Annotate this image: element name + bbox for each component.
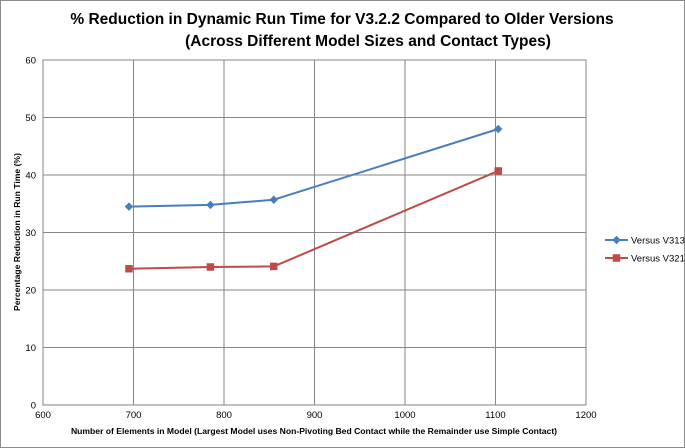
tick-labels: 600 700 800 900 1000 1100 1200 0 10 20 30 40 50 60 [25,56,596,422]
series-versus-v321-point [125,264,133,273]
x-axis-title: Number of Elements in Model (Largest Mod… [71,426,557,436]
series-versus-v313-point [269,195,279,205]
series-versus-v313-point [206,200,215,210]
x-tick-label: 700 [126,410,142,421]
y-tick-label: 60 [25,56,36,67]
x-tick-label: 900 [307,410,323,421]
legend-versus-v313-label: Versus V313 [631,236,685,247]
series-versus-v321-line [128,170,499,270]
legend-versus-v313: Versus V313 [605,236,685,247]
y-tick-label: 20 [25,286,36,297]
x-tick-label: 1200 [575,410,596,421]
series-versus-v313-point [124,202,134,211]
x-tick-label: 1100 [485,410,505,421]
chart-title: % Reduction in Dynamic Run Time for V3.2… [70,11,613,28]
legend-versus-v321: Versus V321 [605,254,685,265]
series-layer [124,124,503,273]
series-versus-v313-point [493,124,503,134]
legend-versus-v321-label: Versus V321 [631,254,685,265]
series-versus-v321-point [494,167,502,175]
series-versus-v313-line [128,128,499,208]
legend-versus-v321-point [612,254,621,262]
legend-versus-v313-point [612,235,621,245]
chart-subtitle: (Across Different Model Sizes and Contac… [185,33,551,50]
y-tick-label: 50 [25,113,36,124]
series-versus-v321-point [206,263,215,271]
gridlines [42,59,587,406]
x-tick-label: 800 [216,410,232,421]
y-tick-label: 40 [25,171,36,182]
plot-area [42,59,587,406]
y-axis-title: Percentage Reduction in Run Time (%) [12,153,22,311]
x-tick-label: 600 [35,410,51,421]
y-tick-label: 0 [31,401,36,412]
series-versus-v321 [125,167,502,273]
y-tick-label: 10 [25,343,36,354]
legend: Versus V313 Versus V321 [605,236,685,265]
x-tick-label: 1000 [394,410,415,421]
series-versus-v321-point [270,262,278,271]
y-tick-label: 30 [25,228,36,239]
series-versus-v313 [124,124,503,211]
